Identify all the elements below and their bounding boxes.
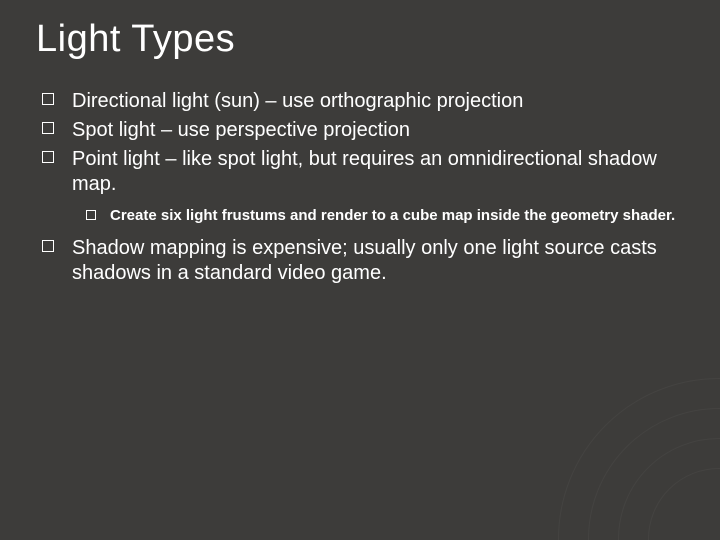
bullet-text: Point light – like spot light, but requi…: [72, 148, 657, 195]
list-item: Directional light (sun) – use orthograph…: [42, 89, 684, 114]
list-item: Point light – like spot light, but requi…: [42, 147, 684, 226]
slide-title: Light Types: [36, 18, 684, 61]
checkbox-icon: [42, 93, 54, 105]
sub-list: Create six light frustums and render to …: [86, 207, 684, 226]
list-item: Spot light – use perspective projection: [42, 118, 684, 143]
checkbox-icon: [86, 210, 96, 220]
checkbox-icon: [42, 151, 54, 163]
list-item: Create six light frustums and render to …: [86, 207, 684, 226]
bullet-text: Shadow mapping is expensive; usually onl…: [72, 237, 657, 284]
sub-bullet-text: Create six light frustums and render to …: [110, 207, 675, 224]
bullet-text: Spot light – use perspective projection: [72, 119, 410, 141]
checkbox-icon: [42, 122, 54, 134]
list-item: Shadow mapping is expensive; usually onl…: [42, 236, 684, 286]
decorative-corner: [540, 360, 720, 540]
checkbox-icon: [42, 240, 54, 252]
slide: Light Types Directional light (sun) – us…: [0, 0, 720, 540]
bullet-text: Directional light (sun) – use orthograph…: [72, 90, 523, 112]
bullet-list: Directional light (sun) – use orthograph…: [42, 89, 684, 286]
